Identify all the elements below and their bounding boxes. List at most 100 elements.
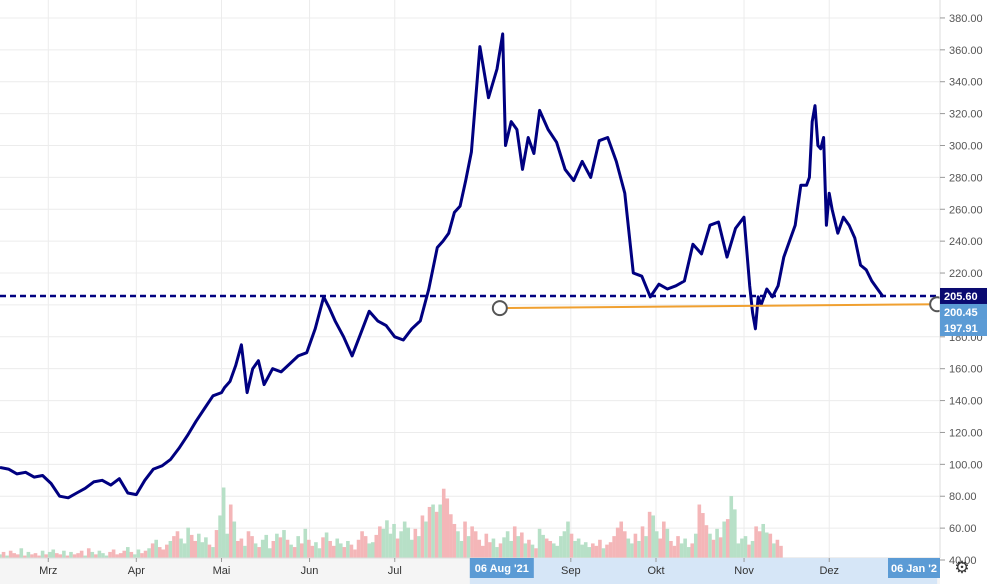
volume-bar bbox=[431, 504, 435, 558]
volume-bar bbox=[360, 531, 364, 558]
volume-bar bbox=[353, 549, 357, 558]
volume-bar bbox=[509, 540, 513, 558]
y-tick-label: 340.00 bbox=[949, 77, 983, 89]
volume-bar bbox=[246, 531, 251, 558]
volume-bar bbox=[715, 528, 719, 558]
volume-bar bbox=[654, 531, 659, 558]
volume-bar bbox=[285, 539, 290, 558]
volume-bar bbox=[225, 533, 229, 558]
trend-segment[interactable] bbox=[499, 303, 938, 310]
volume-bar bbox=[310, 545, 315, 558]
volume-bar bbox=[349, 544, 354, 558]
volume-bar bbox=[662, 521, 666, 558]
x-axis-ticks: Mrz Apr Mai Jun Jul Sep Okt Nov Dez bbox=[39, 558, 839, 577]
volume-bar bbox=[168, 540, 173, 558]
x-tick-label: Dez bbox=[819, 565, 839, 577]
volume-bar bbox=[548, 540, 553, 558]
volume-bar bbox=[626, 538, 631, 558]
x-tick-label: Mai bbox=[213, 565, 231, 577]
volume-bar bbox=[658, 538, 663, 558]
y-tick-label: 120.00 bbox=[949, 427, 983, 439]
volume-bar bbox=[150, 543, 155, 558]
volume-bar bbox=[669, 540, 673, 558]
volume-bar bbox=[239, 538, 244, 558]
volume-bar bbox=[250, 536, 254, 558]
volume-bar bbox=[534, 548, 538, 558]
y-tick-label: 80.00 bbox=[949, 491, 977, 503]
volume-bar bbox=[527, 539, 531, 558]
volume-bar bbox=[374, 534, 379, 558]
volume-bar bbox=[30, 554, 34, 558]
y-tick-label: 240.00 bbox=[949, 236, 983, 248]
volume-bar bbox=[747, 544, 751, 558]
volume-bar bbox=[243, 545, 247, 558]
volume-bar bbox=[512, 526, 517, 558]
volume-bar bbox=[772, 543, 776, 558]
volume-bar bbox=[115, 554, 119, 558]
volume-bar bbox=[516, 536, 521, 558]
trend-handle-start[interactable] bbox=[491, 300, 508, 317]
x-tick-label: Jul bbox=[388, 565, 402, 577]
volume-bar bbox=[267, 548, 272, 558]
series-line bbox=[0, 32, 885, 500]
volume-bar bbox=[594, 545, 599, 558]
y-tick-label: 300.00 bbox=[949, 140, 983, 152]
volume-bar bbox=[555, 545, 560, 558]
volume-bar bbox=[505, 531, 510, 558]
volume-bar bbox=[498, 543, 503, 558]
volume-bar bbox=[211, 547, 215, 558]
volume-bar bbox=[175, 531, 180, 558]
volume-bar bbox=[86, 548, 91, 558]
volume-bar bbox=[207, 544, 212, 558]
volume-bar bbox=[725, 519, 730, 558]
volume-bar bbox=[740, 538, 744, 558]
volume-bar bbox=[0, 554, 2, 558]
volume-bar bbox=[576, 538, 581, 558]
volume-bar bbox=[37, 555, 41, 558]
volume-bar bbox=[79, 550, 84, 558]
y-tick-label: 360.00 bbox=[949, 45, 983, 57]
volume-bar bbox=[40, 550, 45, 558]
y-tick-label: 280.00 bbox=[949, 172, 983, 184]
volume-bar bbox=[630, 543, 634, 558]
volume-bar bbox=[271, 540, 276, 558]
y-tick-label: 220.00 bbox=[949, 268, 983, 280]
volume-bar bbox=[743, 536, 748, 558]
y-tick-label: 140.00 bbox=[949, 396, 983, 408]
volume-bar bbox=[644, 536, 648, 558]
volume-bar bbox=[165, 544, 169, 558]
volume-bar bbox=[90, 551, 95, 558]
volume-bar bbox=[413, 528, 418, 558]
volume-bar bbox=[622, 531, 627, 558]
volume-bar bbox=[427, 506, 432, 558]
volume-bar bbox=[136, 549, 141, 558]
volume-bar bbox=[633, 533, 638, 558]
volume-bar bbox=[708, 533, 712, 558]
price-tag bbox=[940, 319, 987, 336]
volume-bar bbox=[76, 553, 80, 558]
y-tick-label: 160.00 bbox=[949, 364, 983, 376]
volume-bar bbox=[321, 537, 325, 558]
x-tick-label: Okt bbox=[647, 565, 664, 577]
gear-icon[interactable]: ⚙ bbox=[954, 558, 970, 578]
volume-bar bbox=[385, 520, 389, 558]
volume-bar bbox=[83, 555, 87, 558]
volume-bar bbox=[449, 514, 453, 558]
volume-bar bbox=[690, 543, 695, 558]
volume-bar bbox=[409, 539, 414, 558]
volume-bar bbox=[729, 496, 734, 558]
volume-bar bbox=[704, 525, 709, 558]
volume-bar bbox=[530, 544, 535, 558]
volume-bar bbox=[541, 534, 545, 558]
volume-bar bbox=[275, 533, 279, 558]
volume-bar bbox=[328, 540, 332, 558]
volume-bar bbox=[94, 554, 98, 558]
volume-bar bbox=[264, 534, 269, 558]
volume-bar bbox=[72, 554, 77, 558]
price-line bbox=[0, 32, 885, 500]
volume-bar bbox=[378, 526, 382, 558]
volume-bar bbox=[214, 530, 219, 558]
volume-bar bbox=[683, 538, 687, 558]
volume-bar bbox=[338, 543, 343, 558]
